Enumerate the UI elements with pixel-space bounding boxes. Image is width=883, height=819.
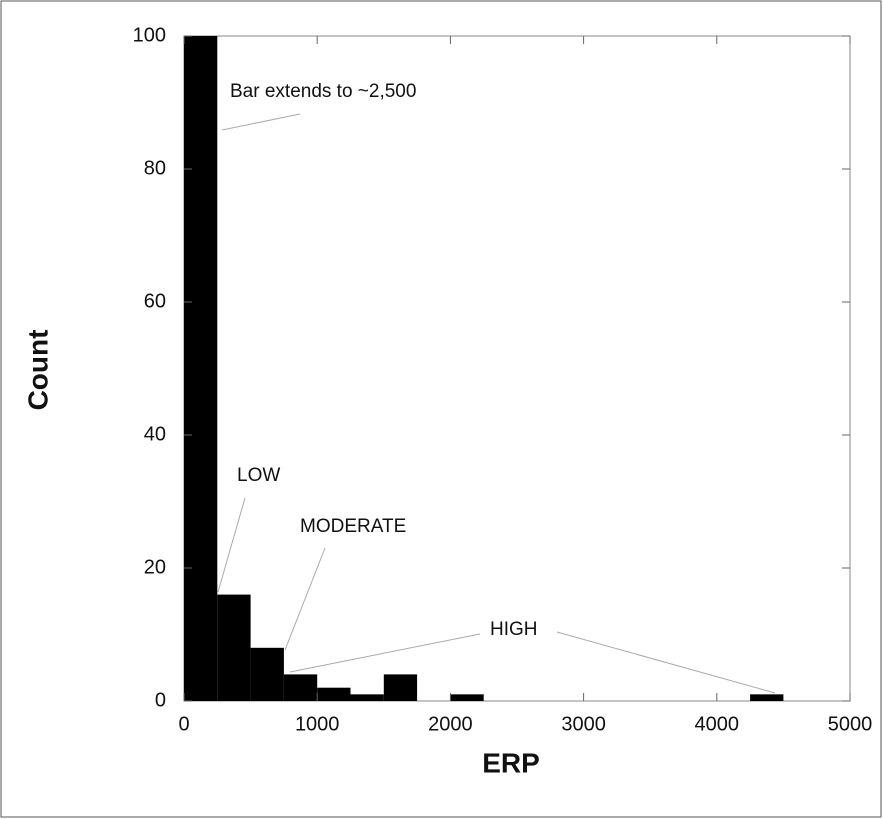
y-axis-label: Count bbox=[22, 330, 53, 411]
x-tick-label: 5000 bbox=[828, 713, 873, 735]
bar bbox=[184, 36, 218, 701]
leader-line bbox=[284, 547, 326, 651]
annotation: MODERATE bbox=[300, 516, 406, 537]
x-tick-label: 1000 bbox=[295, 713, 340, 735]
y-tick-label: 20 bbox=[144, 556, 166, 578]
x-axis-label: ERP bbox=[482, 747, 540, 778]
bar bbox=[350, 694, 384, 701]
y-tick-label: 0 bbox=[155, 689, 166, 711]
annotation: Bar extends to ~2,500 bbox=[230, 81, 416, 102]
bar bbox=[450, 694, 484, 701]
y-tick-label: 60 bbox=[144, 290, 166, 312]
bar bbox=[317, 687, 351, 701]
y-tick-label: 100 bbox=[133, 24, 166, 46]
bar bbox=[283, 674, 318, 701]
y-tick-label: 80 bbox=[144, 157, 166, 179]
bar bbox=[383, 674, 418, 701]
bar bbox=[217, 594, 251, 701]
leader-line bbox=[217, 497, 246, 593]
annotation: HIGH bbox=[490, 619, 538, 640]
x-tick-label: 0 bbox=[178, 713, 189, 735]
x-tick-label: 4000 bbox=[695, 713, 740, 735]
leader-line bbox=[221, 113, 301, 131]
annotation: LOW bbox=[237, 465, 280, 486]
bars bbox=[184, 36, 784, 701]
plot-area bbox=[183, 35, 851, 702]
x-tick-label: 2000 bbox=[428, 713, 473, 735]
x-tick-label: 3000 bbox=[561, 713, 606, 735]
bar bbox=[250, 647, 284, 701]
leader-line bbox=[289, 633, 481, 673]
bar bbox=[750, 694, 784, 701]
leader-line bbox=[556, 631, 776, 694]
y-tick-label: 40 bbox=[144, 423, 166, 445]
